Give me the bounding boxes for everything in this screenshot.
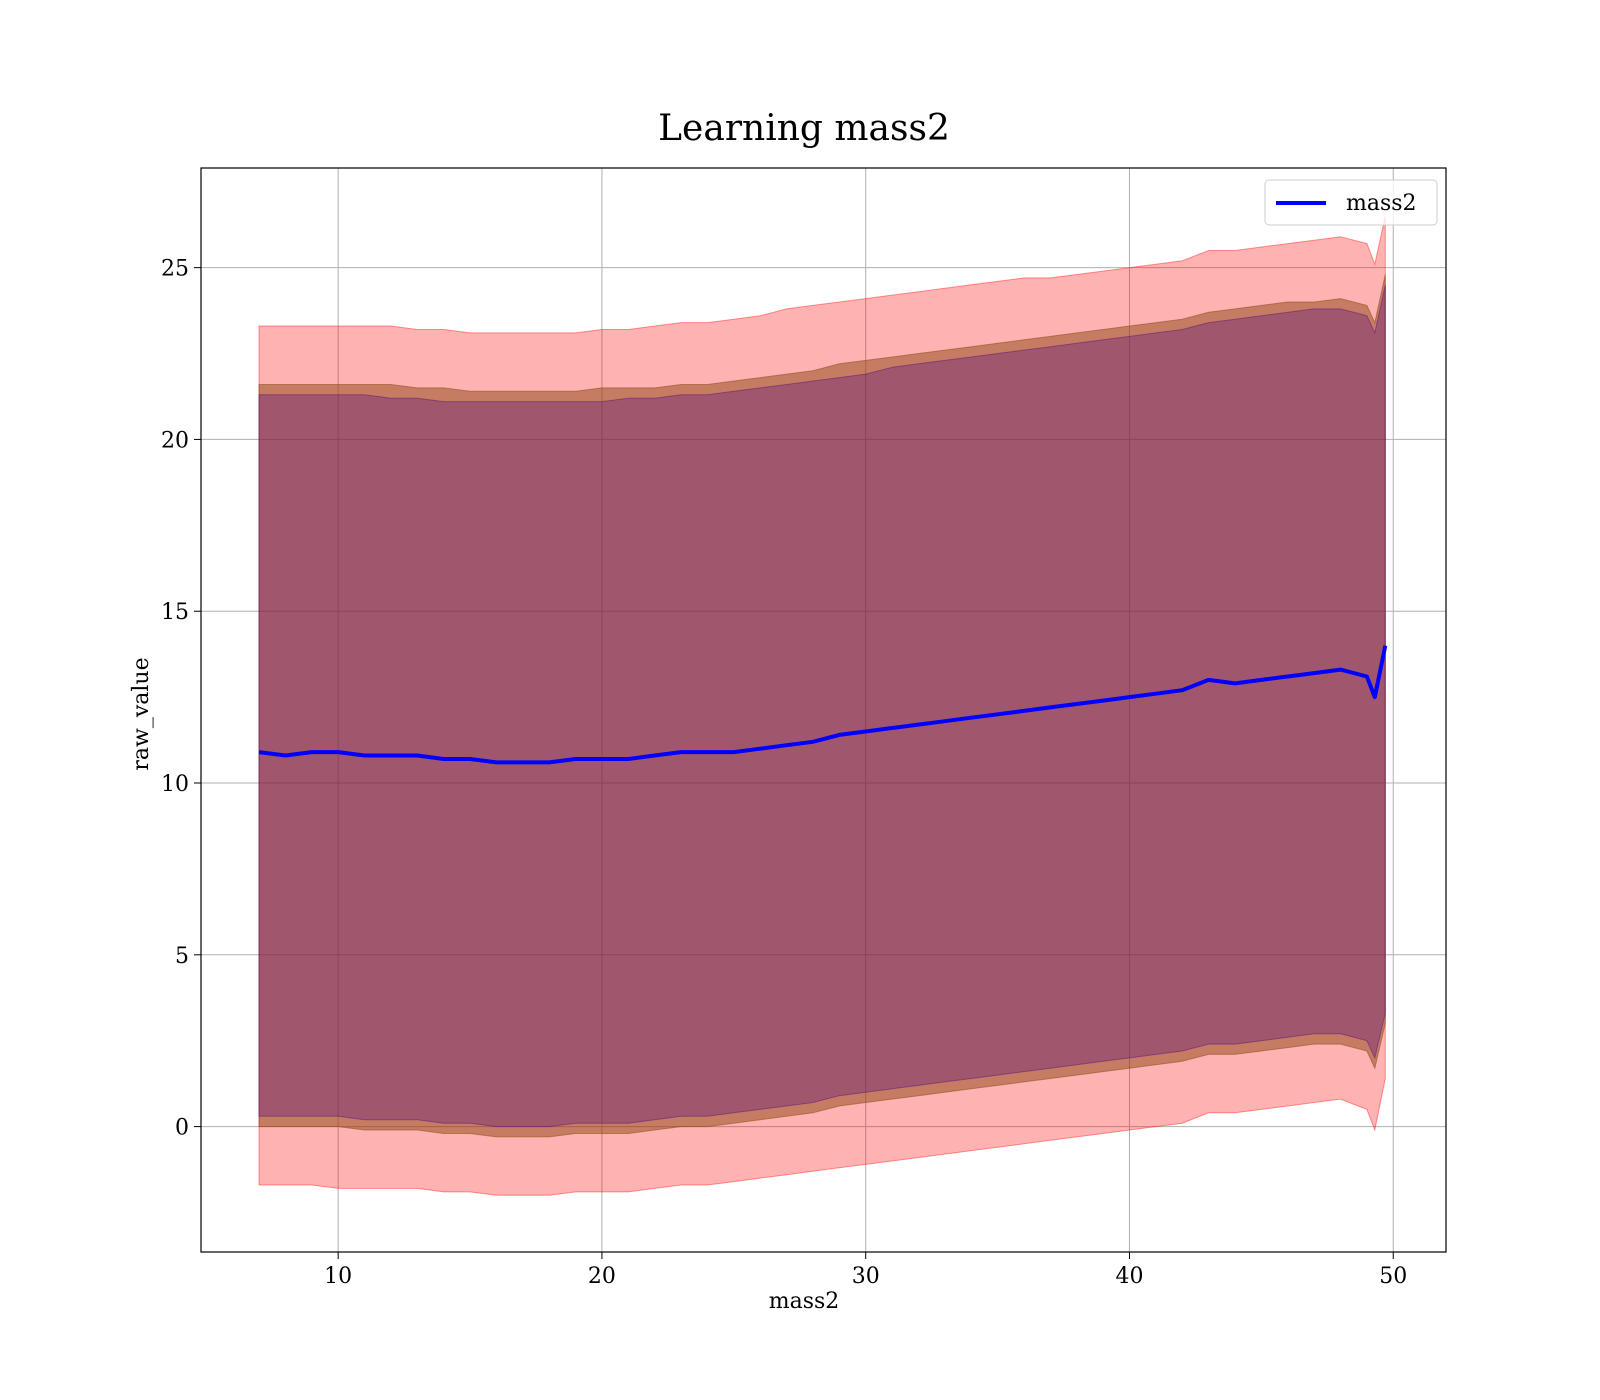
- x-tick-label: 10: [324, 1264, 352, 1289]
- y-tick-label: 25: [161, 257, 189, 282]
- inner-band: [258, 284, 1386, 1128]
- series-line-mass2: [258, 645, 1388, 765]
- x-tick-label: 40: [1115, 1264, 1143, 1289]
- y-tick-label: 15: [161, 600, 189, 625]
- x-tick-label: 50: [1379, 1264, 1407, 1289]
- ticks: 10 20 30 40 50 0 5 10 15 20 25: [161, 257, 1407, 1289]
- x-axis-label: mass2: [769, 1289, 840, 1314]
- series-lines: [258, 645, 1388, 765]
- mid-band: [258, 274, 1386, 1138]
- chart-title: Learning mass2: [658, 108, 950, 149]
- legend-box: [1264, 179, 1438, 226]
- legend-label-mass2: mass2: [1346, 191, 1417, 216]
- x-tick-label: 30: [852, 1264, 880, 1289]
- y-axis-label: raw_value: [129, 657, 154, 770]
- y-tick-label: 20: [161, 428, 189, 453]
- y-tick-label: 10: [161, 772, 189, 797]
- y-tick-label: 5: [175, 944, 189, 969]
- plot-frame: [200, 167, 1447, 1253]
- y-tick-label: 0: [175, 1116, 189, 1141]
- x-tick-label: 20: [588, 1264, 616, 1289]
- legend: mass2: [1264, 179, 1438, 226]
- bands: [258, 215, 1386, 1196]
